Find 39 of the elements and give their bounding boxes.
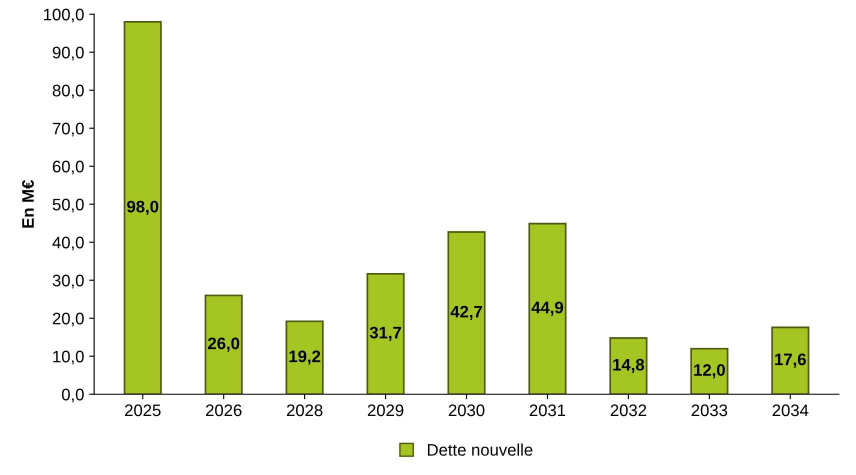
- data-label: 31,7: [370, 326, 402, 341]
- data-label: 42,7: [450, 306, 482, 320]
- x-tick-label: 2034: [772, 404, 808, 416]
- y-tick-label: 40,0: [52, 236, 84, 250]
- y-tick-label: 80,0: [52, 84, 84, 98]
- y-tick-label: 50,0: [52, 198, 84, 212]
- x-tick-label: 2032: [610, 404, 646, 416]
- bar: [771, 326, 810, 394]
- x-tick-label: 2025: [125, 404, 161, 416]
- bar: [609, 337, 648, 394]
- y-axis-title: En M€: [22, 180, 34, 228]
- x-tick-label: 2033: [692, 404, 728, 416]
- bar: [124, 21, 162, 394]
- y-tick-label: 20,0: [52, 312, 84, 326]
- x-tick-label: 2030: [448, 404, 484, 416]
- data-label: 17,6: [775, 353, 806, 368]
- data-label: 12,0: [694, 364, 725, 378]
- data-label: 19,2: [289, 350, 320, 365]
- data-label: 14,8: [613, 358, 644, 374]
- y-tick-label: 100,0: [44, 8, 84, 22]
- y-tick-label: 70,0: [52, 122, 84, 136]
- x-tick-label: 2028: [286, 404, 322, 416]
- data-label: 98,0: [127, 200, 158, 215]
- y-tick-label: 60,0: [52, 160, 84, 174]
- y-tick-label: 90,0: [52, 46, 84, 60]
- x-tick-label: 2031: [530, 404, 566, 416]
- bar: [286, 320, 324, 394]
- y-tick-label: 0,0: [62, 388, 84, 402]
- x-tick-label: 2029: [368, 404, 404, 416]
- bar: [366, 272, 405, 394]
- bar: [528, 222, 567, 394]
- data-label: 26,0: [208, 338, 240, 352]
- data-label: 44,9: [532, 302, 564, 316]
- x-tick-label: 2026: [206, 404, 242, 416]
- y-tick-label: 30,0: [52, 274, 84, 288]
- legend-label: Dette nouvelle: [428, 444, 532, 456]
- bar: [204, 294, 243, 394]
- bar: [447, 231, 486, 394]
- y-tick-label: 10,0: [53, 350, 84, 364]
